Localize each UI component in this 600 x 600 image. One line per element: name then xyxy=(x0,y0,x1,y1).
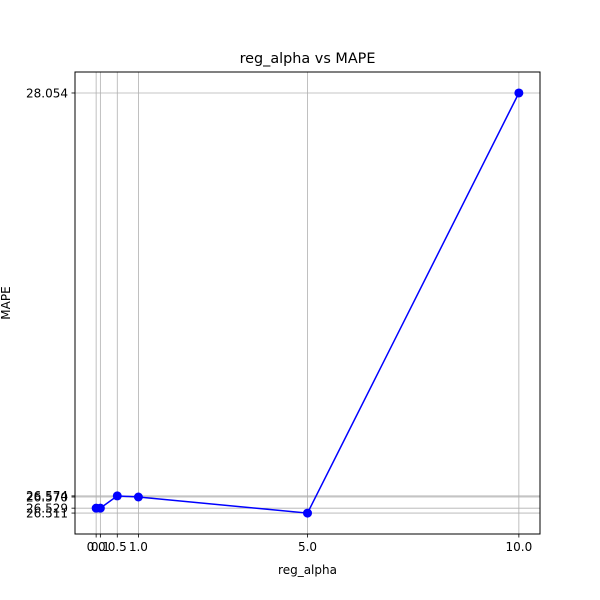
y-tick-label: 26.570 xyxy=(26,490,68,504)
data-point xyxy=(95,503,105,513)
x-tick-label: 0.0 xyxy=(87,540,106,554)
x-tick-label: 0.1 xyxy=(91,540,110,554)
y-tick-label: 28.054 xyxy=(26,86,68,100)
axis-ticks: 0.00.10.5 1.0 5.0 10.0 26.51126.52926.57026.… xyxy=(26,86,532,554)
y-tick-label: 26.511 xyxy=(26,506,68,520)
x-tick-label: 1.0 xyxy=(129,540,148,554)
data-series xyxy=(91,88,524,518)
data-point xyxy=(303,508,312,518)
y-tick-label: 26.529 xyxy=(26,501,68,515)
y-tick-label: 26.574 xyxy=(26,489,68,503)
x-axis-label: reg_alpha xyxy=(278,563,337,577)
data-point xyxy=(514,88,524,98)
x-tick-label: 10.0 xyxy=(506,540,533,554)
data-point xyxy=(133,492,143,502)
x-tick-label: 5.0 xyxy=(298,540,317,554)
chart-title: reg_alpha vs MAPE xyxy=(240,51,376,67)
y-axis-label: MAPE xyxy=(0,286,13,319)
data-point xyxy=(112,491,122,501)
x-tick-label: 0.5 xyxy=(108,540,127,554)
plot-frame xyxy=(74,71,541,535)
